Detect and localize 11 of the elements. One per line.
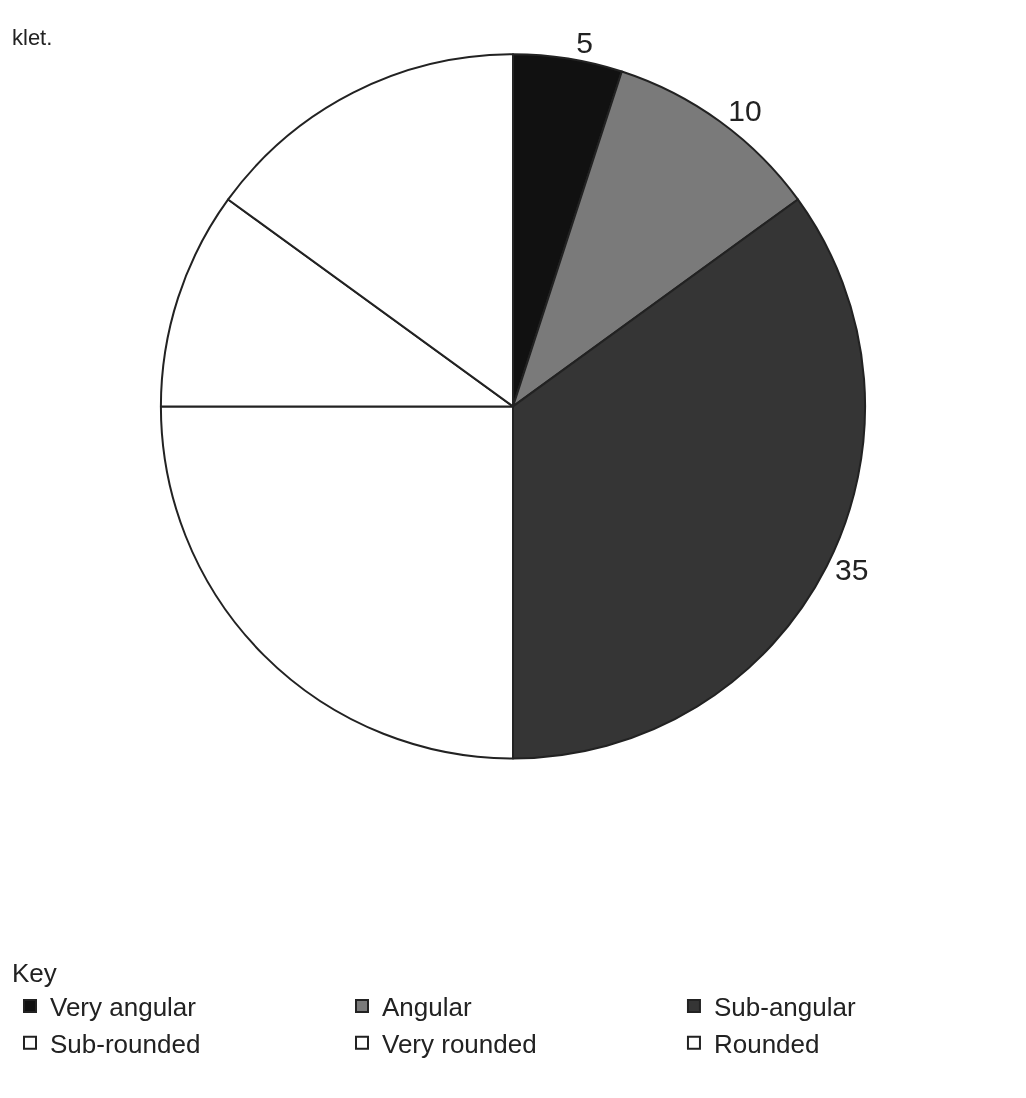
- text: klet.: [12, 25, 53, 50]
- legend-label: Angular: [381, 992, 472, 1023]
- legend-label: Sub-rounded: [50, 1028, 201, 1059]
- legend-title: Key: [12, 958, 57, 989]
- legend-label: Rounded: [713, 1028, 820, 1059]
- data-label: 35: [834, 553, 869, 587]
- legend-label: Very angular: [50, 992, 197, 1023]
- data-label: 10: [728, 94, 762, 128]
- legend-label: Sub-angular: [713, 992, 856, 1023]
- legend-label: Very rounded: [381, 1028, 537, 1059]
- data-label: 5: [576, 26, 594, 60]
